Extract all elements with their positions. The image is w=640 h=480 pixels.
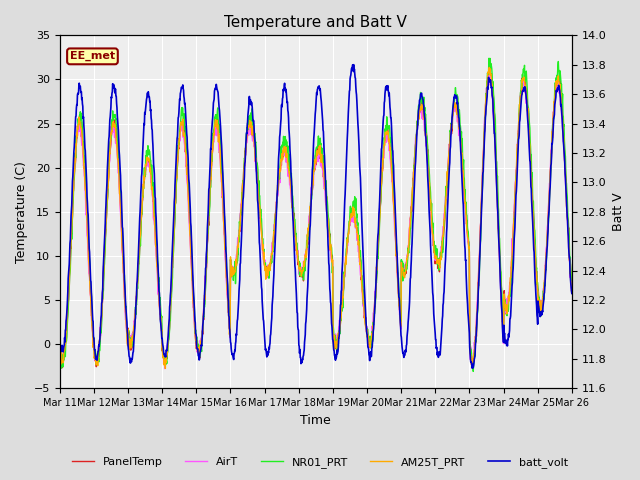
Line: PanelTemp: PanelTemp — [60, 67, 572, 368]
batt_volt — [468, 365, 476, 371]
PanelTemp — [56, 337, 63, 343]
batt_volt — [350, 62, 358, 68]
Line: batt_volt: batt_volt — [60, 65, 572, 368]
NR01_PRT — [469, 369, 477, 374]
AirT — [227, 275, 235, 281]
NR01_PRT — [56, 329, 63, 335]
AM25T_PRT — [508, 257, 516, 263]
batt_volt — [157, 324, 165, 330]
AM25T_PRT — [485, 65, 493, 71]
AM25T_PRT — [568, 289, 576, 295]
batt_volt — [396, 295, 403, 301]
batt_volt — [56, 330, 63, 336]
Y-axis label: Batt V: Batt V — [612, 192, 625, 231]
Line: AirT: AirT — [60, 73, 572, 369]
AirT — [508, 253, 516, 259]
AM25T_PRT — [396, 302, 403, 308]
NR01_PRT — [395, 290, 403, 296]
batt_volt — [508, 289, 516, 295]
PanelTemp — [58, 365, 66, 371]
PanelTemp — [486, 64, 494, 70]
AirT — [161, 366, 169, 372]
Y-axis label: Temperature (C): Temperature (C) — [15, 161, 28, 263]
batt_volt — [170, 220, 177, 226]
PanelTemp — [170, 231, 178, 237]
NR01_PRT — [508, 268, 516, 274]
NR01_PRT — [227, 261, 235, 267]
PanelTemp — [508, 267, 516, 273]
AM25T_PRT — [157, 325, 165, 331]
batt_volt — [568, 290, 576, 296]
Line: NR01_PRT: NR01_PRT — [60, 58, 572, 372]
NR01_PRT — [485, 55, 493, 61]
Line: AM25T_PRT: AM25T_PRT — [60, 68, 572, 369]
AM25T_PRT — [170, 230, 178, 236]
NR01_PRT — [462, 201, 470, 206]
batt_volt — [462, 272, 470, 277]
PanelTemp — [157, 321, 165, 326]
Text: EE_met: EE_met — [70, 51, 115, 61]
AirT — [157, 320, 165, 325]
NR01_PRT — [157, 313, 165, 319]
PanelTemp — [227, 266, 235, 272]
AirT — [170, 225, 178, 230]
AirT — [568, 290, 576, 296]
AirT — [56, 354, 63, 360]
AM25T_PRT — [161, 366, 169, 372]
AM25T_PRT — [56, 346, 63, 352]
Legend: PanelTemp, AirT, NR01_PRT, AM25T_PRT, batt_volt: PanelTemp, AirT, NR01_PRT, AM25T_PRT, ba… — [68, 452, 572, 472]
AirT — [462, 213, 470, 219]
AirT — [396, 303, 403, 309]
PanelTemp — [396, 300, 403, 306]
NR01_PRT — [568, 277, 576, 283]
NR01_PRT — [170, 248, 177, 254]
Title: Temperature and Batt V: Temperature and Batt V — [224, 15, 407, 30]
batt_volt — [227, 340, 235, 346]
AM25T_PRT — [227, 273, 235, 279]
AirT — [484, 70, 492, 76]
PanelTemp — [568, 290, 576, 296]
X-axis label: Time: Time — [300, 414, 331, 427]
PanelTemp — [462, 210, 470, 216]
AM25T_PRT — [462, 213, 470, 219]
